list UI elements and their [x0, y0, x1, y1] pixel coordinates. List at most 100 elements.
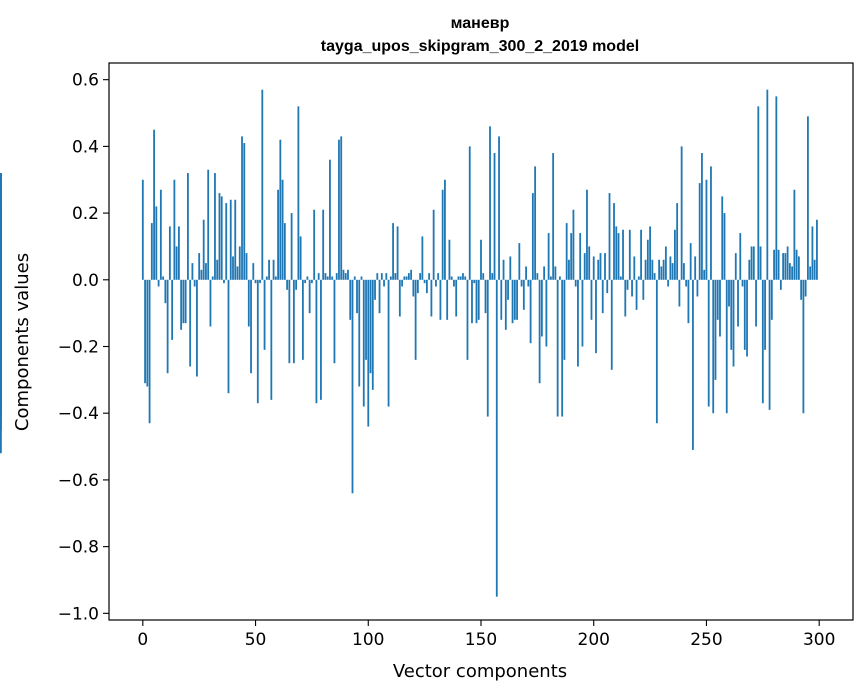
bar-96 — [358, 279, 361, 387]
bar-73 — [306, 276, 309, 280]
bar-84 — [331, 276, 334, 280]
bar-175 — [536, 273, 539, 280]
bar-126 — [425, 279, 428, 294]
bar-232 — [664, 246, 667, 280]
plot-frame — [108, 62, 854, 621]
bar-51 — [256, 279, 259, 404]
bar-92 — [349, 279, 352, 320]
bar-18 — [182, 279, 185, 324]
bar-60 — [277, 189, 279, 280]
bar-35 — [220, 196, 223, 280]
bar-27 — [202, 219, 205, 280]
bar-124 — [421, 236, 424, 280]
bar-246 — [696, 279, 699, 297]
bar-127 — [428, 273, 431, 280]
bar-76 — [313, 209, 316, 280]
bar-287 — [788, 263, 791, 280]
bar-38 — [227, 279, 230, 394]
bar-255 — [716, 279, 719, 320]
chart-subtitle: tayga_upos_skipgram_300_2_2019 model — [321, 38, 639, 55]
bar-62 — [281, 179, 284, 280]
bar-34 — [218, 193, 221, 280]
bar-118 — [407, 273, 410, 280]
bar-192 — [574, 279, 577, 287]
bar-233 — [667, 279, 670, 287]
bar-214 — [624, 279, 627, 317]
bar-121 — [414, 279, 417, 360]
bar-103 — [374, 279, 376, 300]
bar-265 — [739, 233, 742, 280]
bar-142 — [462, 273, 464, 280]
bar-98 — [362, 279, 365, 407]
bar-108 — [385, 273, 388, 280]
bar-244 — [692, 279, 694, 450]
bar-170 — [525, 266, 527, 280]
bar-295 — [807, 116, 809, 280]
bar-173 — [531, 193, 534, 280]
bar-229 — [658, 259, 661, 280]
bar-156 — [493, 153, 496, 280]
bar-201 — [595, 279, 597, 354]
bar-69 — [297, 106, 300, 280]
bar-104 — [376, 273, 379, 280]
bar-213 — [622, 229, 624, 280]
bar-148 — [475, 279, 478, 324]
bar-189 — [568, 259, 570, 280]
bar-150 — [480, 239, 482, 280]
bar-109 — [387, 279, 390, 407]
bar-130 — [435, 279, 437, 287]
bar-24 — [196, 279, 198, 377]
bar-281 — [775, 96, 778, 280]
bar-37 — [225, 203, 228, 280]
bar-undefined — [0, 173, 2, 280]
bar-267 — [743, 279, 746, 350]
bar-41 — [234, 199, 237, 280]
bar-undefined — [0, 279, 2, 337]
bar-93 — [351, 279, 354, 494]
bar-12 — [168, 226, 171, 280]
bar-275 — [761, 279, 764, 404]
bar-169 — [522, 279, 525, 310]
x-tick-label: 250 — [690, 630, 722, 650]
bar-215 — [626, 279, 629, 290]
bar-14 — [173, 179, 176, 280]
bar-181 — [549, 276, 552, 280]
bar-269 — [748, 259, 751, 280]
bar-123 — [419, 273, 422, 280]
bar-224 — [646, 239, 649, 280]
bar-225 — [649, 226, 651, 280]
bar-68 — [295, 279, 298, 290]
bar-61 — [279, 139, 282, 280]
bar-277 — [766, 89, 769, 280]
bar-185 — [559, 276, 561, 280]
bar-132 — [439, 279, 442, 320]
bar-256 — [719, 279, 721, 337]
bar-6 — [155, 206, 158, 280]
bar-278 — [768, 279, 771, 410]
y-tick-label: 0.2 — [72, 204, 99, 224]
bar-81 — [324, 273, 327, 280]
bar-71 — [301, 279, 304, 360]
bar-66 — [290, 213, 293, 280]
bar-200 — [592, 256, 595, 280]
bar-40 — [232, 256, 234, 280]
bar-297 — [811, 226, 814, 280]
bar-140 — [457, 276, 460, 280]
x-axis-label: Vector components — [393, 661, 567, 682]
bar-188 — [565, 223, 568, 280]
bar-146 — [471, 279, 473, 324]
bar-259 — [725, 279, 728, 414]
bar-55 — [265, 276, 268, 280]
y-tick-label: 0.4 — [72, 137, 99, 157]
bar-289 — [793, 189, 796, 280]
bar-272 — [755, 279, 757, 327]
bar-216 — [628, 229, 631, 280]
bar-228 — [655, 279, 658, 424]
bar-191 — [572, 209, 575, 280]
bar-83 — [329, 159, 331, 280]
x-tick-label: 200 — [578, 630, 610, 650]
bar-210 — [615, 226, 618, 280]
bar-57 — [270, 279, 273, 400]
bar-113 — [396, 226, 399, 280]
bar-67 — [292, 279, 295, 364]
